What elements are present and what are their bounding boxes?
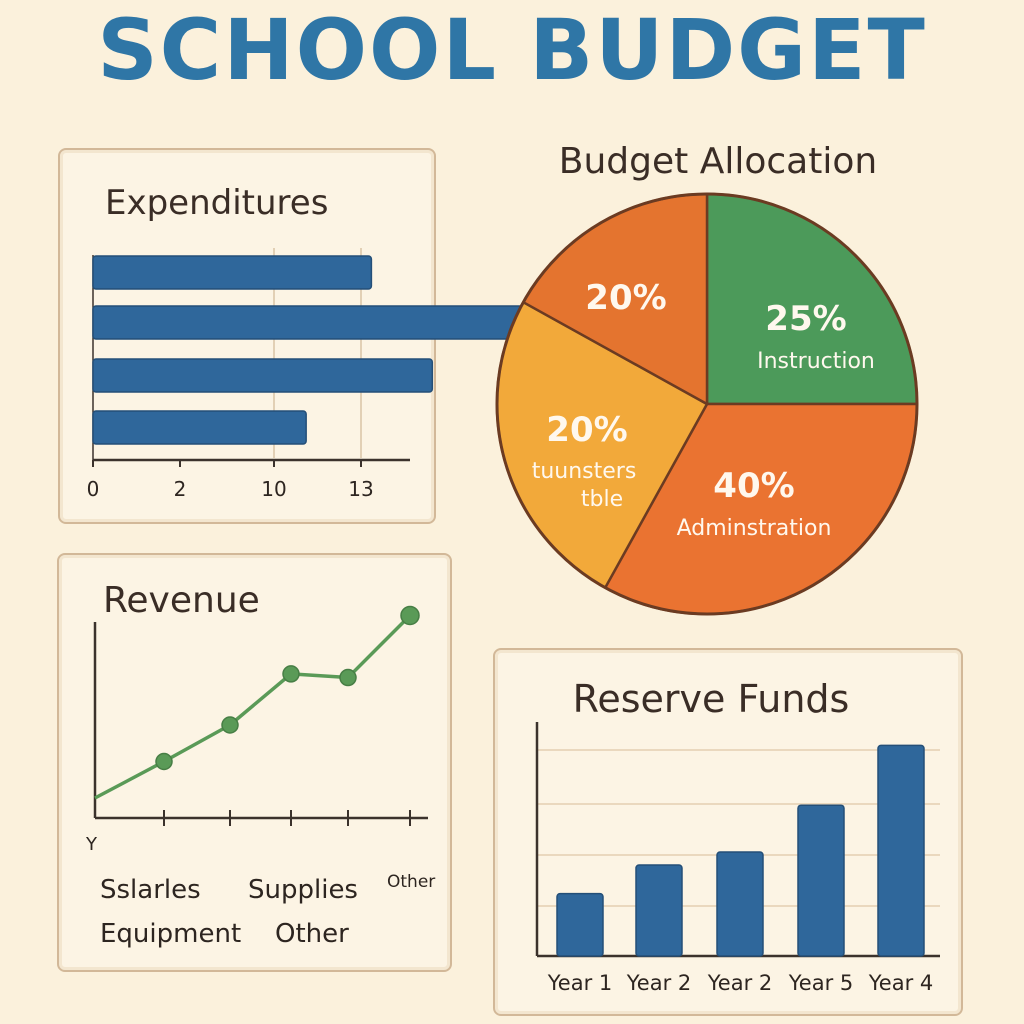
- pie-slice-label: Instruction: [757, 349, 875, 374]
- page-title: SCHOOL BUDGET: [97, 1, 927, 99]
- res-bar: [716, 851, 764, 957]
- revenue-title: Revenue: [103, 580, 260, 621]
- exp-bar: [92, 305, 581, 340]
- rev-label: Sslarles: [100, 875, 201, 905]
- expenditures-chart: 0 2 10 13: [87, 248, 581, 501]
- pie-slice-label: Adminstration: [677, 516, 832, 541]
- rev-point: [339, 668, 357, 687]
- expenditures-title: Expenditures: [105, 183, 328, 223]
- exp-bar: [92, 358, 434, 393]
- pie-slice-label: tuunsters: [532, 459, 637, 484]
- pie-title: Budget Allocation: [559, 141, 877, 182]
- exp-bar: [92, 410, 307, 445]
- rev-point: [400, 605, 420, 626]
- res-bar: [797, 804, 845, 957]
- rev-point: [155, 752, 173, 771]
- rev-y-label: Y: [85, 834, 98, 855]
- rev-series-line: [94, 614, 412, 800]
- res-bar: [635, 864, 683, 957]
- reserve-funds-chart: Year 1 Year 2 Year 2 Year 5 Year 4: [535, 722, 940, 995]
- exp-tick-label: 0: [87, 477, 100, 501]
- exp-tick-label: 10: [261, 477, 286, 501]
- revenue-panel: [57, 553, 452, 972]
- pie-percent-label: 20%: [585, 278, 666, 318]
- exp-tick-label: 2: [174, 477, 187, 501]
- pie-percent-label: 20%: [546, 410, 627, 450]
- exp-tick-label: 13: [348, 477, 373, 501]
- res-bar: [877, 744, 925, 957]
- reserve-funds-title: Reserve Funds: [573, 677, 850, 721]
- res-category-label: Year 1: [547, 971, 613, 995]
- res-category-label: Year 2: [626, 971, 692, 995]
- rev-label: Other: [387, 872, 435, 892]
- rev-label: Equipment: [100, 919, 241, 949]
- budget-allocation-pie: 25% Instruction 40% Adminstration 20% tuunste…: [495, 192, 919, 616]
- rev-label: Supplies: [248, 875, 358, 905]
- res-bar: [556, 892, 604, 957]
- rev-point: [282, 665, 300, 683]
- pie-percent-label: 25%: [765, 299, 846, 339]
- rev-point: [221, 716, 239, 734]
- res-category-label: Year 4: [868, 971, 934, 995]
- pie-slice-label: tble: [581, 487, 623, 512]
- exp-bar: [92, 255, 373, 290]
- res-category-label: Year 5: [788, 971, 854, 995]
- pie-outline: [495, 192, 919, 616]
- pie-percent-label: 40%: [713, 466, 794, 506]
- rev-label: Other: [275, 919, 349, 949]
- res-category-label: Year 2: [707, 971, 773, 995]
